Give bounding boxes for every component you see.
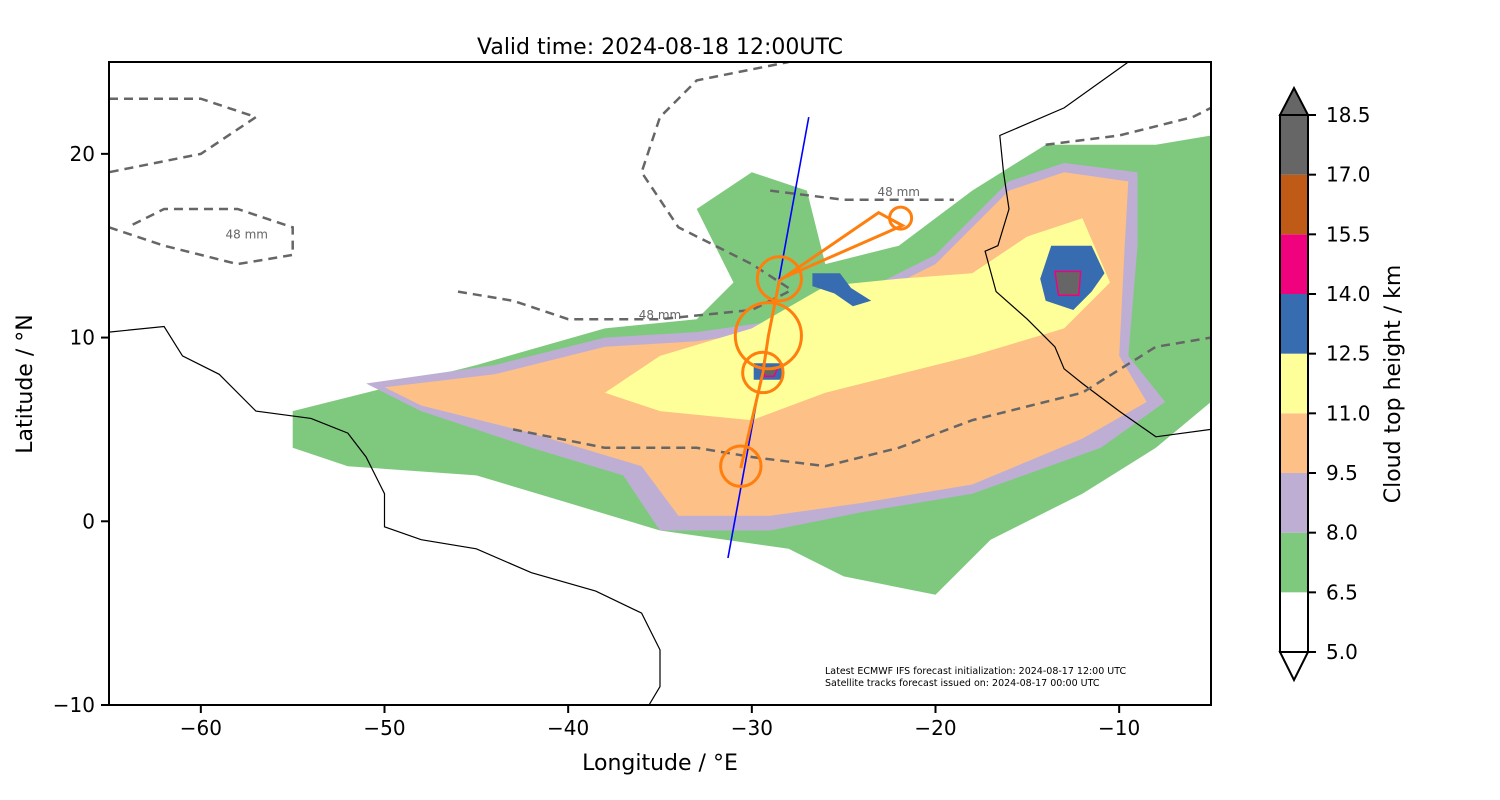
colorbar-tick-label: 15.5 <box>1326 222 1371 246</box>
x-tick-label: −30 <box>731 716 773 740</box>
colorbar-segment <box>1280 234 1308 294</box>
colorbar-tick-label: 6.5 <box>1326 580 1358 604</box>
x-tick-label: −40 <box>547 716 589 740</box>
colorbar-segment <box>1280 473 1308 533</box>
contour-label: 48 mm <box>226 227 268 241</box>
plot-area: 48 mm 48 mm 48 mm <box>109 62 1211 705</box>
x-tick-label: −20 <box>914 716 956 740</box>
x-axis-label: Longitude / °E <box>582 751 738 776</box>
precip-contour-48mm <box>1045 106 1211 146</box>
colorbar-tick-label: 8.0 <box>1326 521 1358 545</box>
contour-label: 48 mm <box>639 308 681 322</box>
flight-track <box>739 210 906 469</box>
annotation-tracks: Satellite tracks forecast issued on: 202… <box>825 678 1100 689</box>
y-tick-label: 20 <box>70 142 95 166</box>
precip-contour-48mm <box>457 290 790 321</box>
colorbar-tick-label: 11.0 <box>1326 401 1371 425</box>
colorbar-segment <box>1280 592 1308 652</box>
flight-circle <box>888 205 914 231</box>
colorbar-segment <box>1280 115 1308 175</box>
colorbar-segment <box>1280 353 1308 414</box>
coastline <box>984 62 1211 438</box>
colorbar: 5.0 6.5 8.0 9.5 11.0 12.5 14.0 15.5 17.0 18.5 <box>1278 85 1371 683</box>
cloud-region <box>812 273 872 307</box>
colorbar-tick-label: 5.0 <box>1326 640 1358 664</box>
precip-contour-48mm <box>109 97 259 174</box>
cloud-region <box>1054 270 1082 297</box>
flight-circle <box>719 444 763 488</box>
axes-frame <box>108 61 1212 706</box>
precip-contour-48mm <box>640 62 790 290</box>
x-tick-label: −60 <box>180 716 222 740</box>
y-axis-label: Latitude / °N <box>13 314 38 453</box>
colorbar-segment <box>1280 294 1308 354</box>
y-tick-label: 0 <box>82 509 95 533</box>
precip-contour-48mm <box>770 189 954 202</box>
colorbar-extend-min <box>1278 651 1310 683</box>
map-title: Valid time: 2024-08-18 12:00UTC <box>477 35 843 60</box>
colorbar-segment <box>1280 532 1308 593</box>
colorbar-segment <box>1280 174 1308 235</box>
cloud-region <box>604 218 1110 421</box>
colorbar-tick-label: 18.5 <box>1326 103 1371 127</box>
flight-circle <box>733 301 803 371</box>
colorbar-tick-label: 14.0 <box>1326 282 1371 306</box>
axis-ticks: −60 −50 −40 −30 −20 −10 −10 0 10 20 <box>53 142 1140 740</box>
colorbar-frame <box>1279 114 1309 653</box>
colorbar-tick-label: 9.5 <box>1326 461 1358 485</box>
flight-circle <box>755 255 803 303</box>
colorbar-tick-label: 17.0 <box>1326 163 1371 187</box>
x-tick-label: −10 <box>1098 716 1140 740</box>
colorbar-extend-max <box>1278 85 1310 116</box>
y-tick-label: 10 <box>70 326 95 350</box>
annotation-init: Latest ECMWF IFS forecast initialization… <box>825 666 1126 677</box>
precip-contour-48mm <box>512 336 1211 468</box>
colorbar-label: Cloud top height / km <box>1381 265 1406 504</box>
flight-circle <box>741 350 785 395</box>
colorbar-tick-label: 12.5 <box>1326 342 1371 366</box>
precip-contour-48mm <box>109 207 294 266</box>
contour-label: 48 mm <box>878 185 920 199</box>
colorbar-segment <box>1280 413 1308 473</box>
y-tick-label: −10 <box>53 693 95 717</box>
coastline <box>109 325 661 705</box>
x-tick-label: −50 <box>363 716 405 740</box>
